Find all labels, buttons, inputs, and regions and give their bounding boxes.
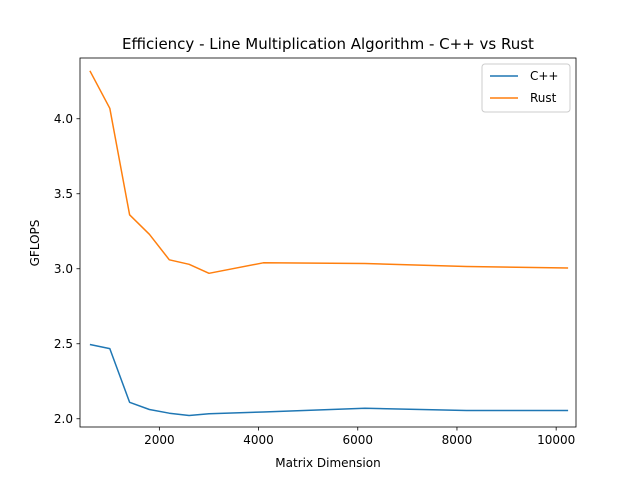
x-axis-label: Matrix Dimension — [275, 456, 380, 470]
y-tick-label: 4.0 — [54, 112, 73, 126]
chart-title: Efficiency - Line Multiplication Algorit… — [122, 35, 534, 53]
x-tick-label: 2000 — [144, 433, 175, 447]
y-tick-label: 2.0 — [54, 412, 73, 426]
legend: C++ Rust — [481, 63, 571, 113]
y-tick-label: 3.5 — [54, 187, 73, 201]
legend-label: C++ — [530, 69, 559, 83]
x-tick-label: 6000 — [342, 433, 373, 447]
series-line-rust — [89, 70, 569, 275]
plot-area: 2000 4000 6000 8000 10000 2.0 2.5 3.0 3.5 4.0 — [54, 57, 577, 447]
y-tick-label: 3.0 — [54, 262, 73, 276]
series-line-c — [89, 343, 569, 417]
x-tick-label: 10000 — [537, 433, 575, 447]
x-tick-label: 4000 — [243, 433, 274, 447]
x-tick-label: 8000 — [442, 433, 473, 447]
axes-frame — [79, 57, 577, 428]
legend-label: Rust — [530, 91, 557, 105]
y-axis-label: GFLOPS — [28, 220, 42, 267]
y-tick-label: 2.5 — [54, 337, 73, 351]
